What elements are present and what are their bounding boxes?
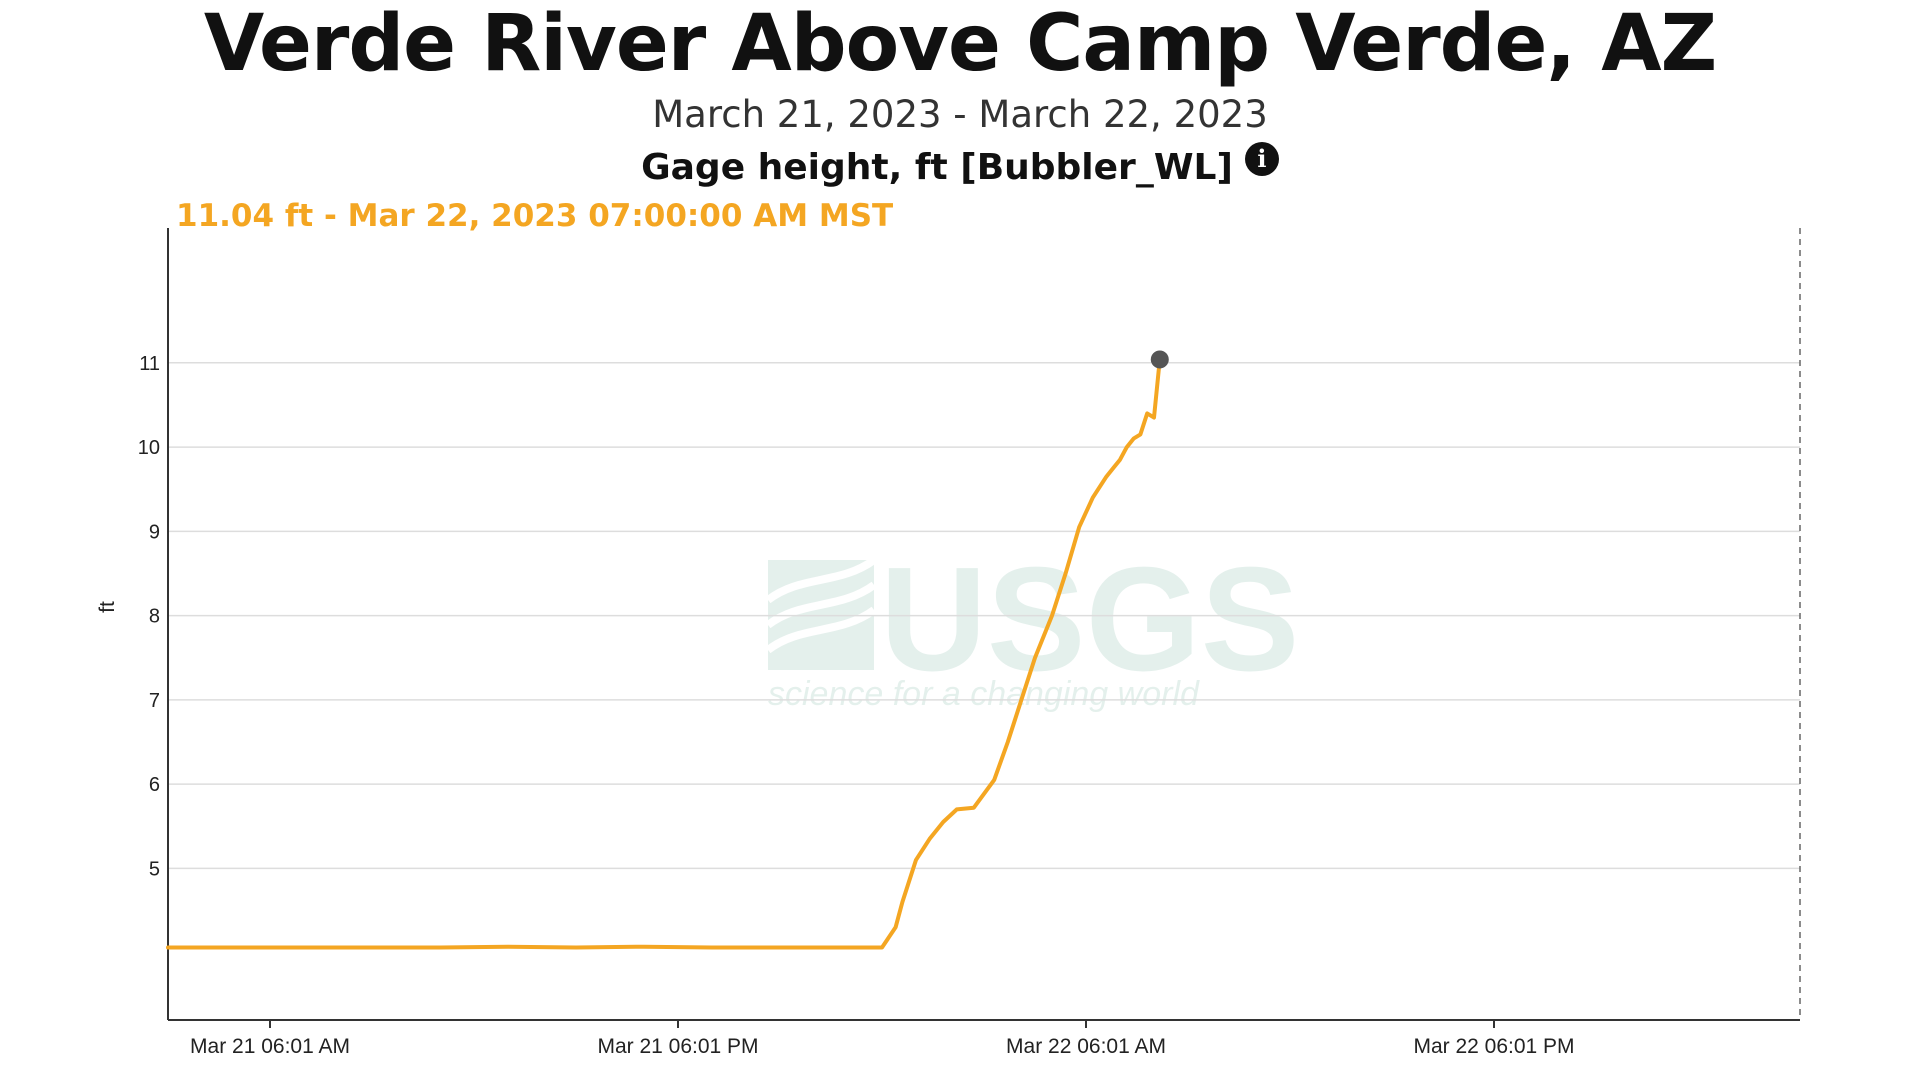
x-tick-label: Mar 22 06:01 PM xyxy=(1413,1035,1574,1058)
parameter-label: Gage height, ft [Bubbler_WL] xyxy=(641,147,1233,188)
hover-readout: 11.04 ft - Mar 22, 2023 07:00:00 AM MST xyxy=(176,198,894,234)
x-tick-label: Mar 21 06:01 AM xyxy=(190,1035,350,1058)
gage-height-series-line xyxy=(166,357,1162,950)
series-layer xyxy=(166,350,1169,950)
highlight-point xyxy=(1150,350,1169,369)
page-title: Verde River Above Camp Verde, AZ xyxy=(203,0,1717,89)
x-tick-label: Mar 21 06:01 PM xyxy=(597,1035,758,1058)
date-range: March 21, 2023 - March 22, 2023 xyxy=(652,93,1268,136)
usgs-watermark: USGS science for a changing world xyxy=(765,537,1299,713)
axes xyxy=(167,228,1801,1028)
tick-labels: 5 6 7 8 9 10 11 Mar 21 06:01 AM Mar 21 06:01 PM M… xyxy=(138,353,1575,1058)
y-tick-label: 9 xyxy=(149,521,160,543)
y-tick-label: 7 xyxy=(149,690,160,712)
y-axis-label: ft xyxy=(96,601,119,613)
parameter-row: Gage height, ft [Bubbler_WL] i xyxy=(0,142,1920,191)
usgs-watermark-brand: USGS xyxy=(880,537,1299,702)
y-tick-label: 8 xyxy=(149,606,160,628)
y-tick-label: 10 xyxy=(138,437,160,459)
info-icon[interactable]: i xyxy=(1244,142,1279,176)
y-tick-label: 11 xyxy=(139,353,160,375)
x-tick-label: Mar 22 06:01 AM xyxy=(1006,1035,1166,1058)
usgs-watermark-tagline: science for a changing world xyxy=(768,675,1200,713)
y-tick-label: 6 xyxy=(149,774,160,796)
y-tick-label: 5 xyxy=(149,858,160,880)
grid xyxy=(168,362,1800,870)
